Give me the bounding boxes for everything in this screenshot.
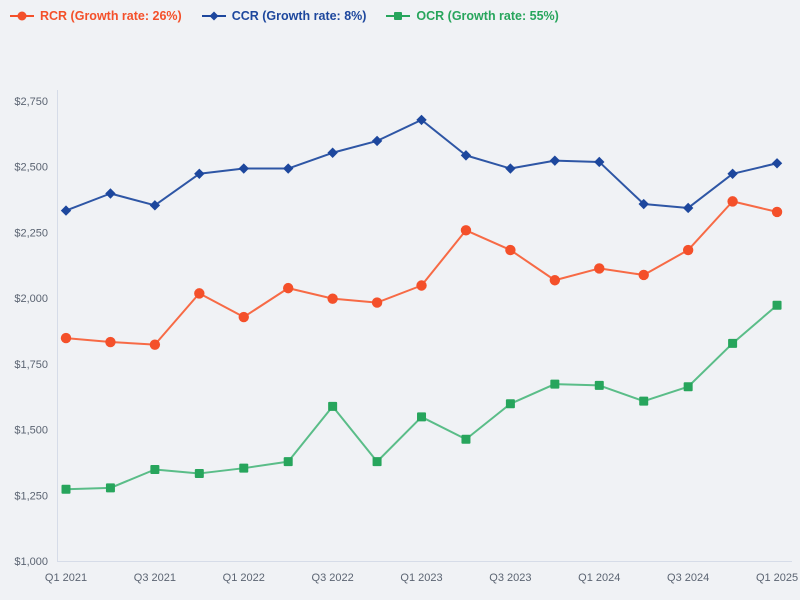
series-point-ccr[interactable]: [727, 168, 738, 179]
y-tick-label: $1,750: [14, 359, 48, 371]
series-line-ccr: [65, 118, 779, 212]
chart-legend: RCR (Growth rate: 26%) CCR (Growth rate:…: [10, 9, 559, 23]
series-point-ocr[interactable]: [372, 457, 382, 467]
x-tick-label: Q1 2024: [578, 572, 620, 584]
series-point-rcr[interactable]: [771, 206, 783, 218]
series-point-ccr[interactable]: [327, 147, 338, 158]
series-point-ccr[interactable]: [283, 163, 294, 174]
y-tick-label: $1,000: [14, 556, 48, 568]
series-point-ocr[interactable]: [283, 457, 293, 467]
legend-label-ocr: OCR (Growth rate: 55%): [416, 9, 559, 23]
series-line-rcr: [65, 200, 779, 346]
legend-item-rcr[interactable]: RCR (Growth rate: 26%): [10, 9, 182, 23]
series-point-ocr[interactable]: [683, 382, 693, 392]
series-point-ocr[interactable]: [461, 434, 471, 444]
series-point-rcr[interactable]: [371, 297, 383, 308]
square-marker-icon: [386, 12, 411, 20]
series-point-ccr[interactable]: [371, 135, 383, 147]
series-point-rcr[interactable]: [149, 339, 161, 350]
diamond-marker-icon: [201, 11, 226, 21]
series-point-rcr[interactable]: [194, 288, 205, 299]
series-point-ccr[interactable]: [594, 156, 605, 168]
x-tick-label: Q3 2024: [667, 572, 709, 584]
series-point-rcr[interactable]: [60, 332, 72, 344]
x-tick-label: Q3 2021: [134, 572, 176, 584]
series-point-ocr[interactable]: [105, 483, 115, 493]
series-point-ccr[interactable]: [238, 163, 249, 174]
series-point-rcr[interactable]: [594, 263, 605, 274]
x-tick-label: Q1 2021: [45, 572, 87, 584]
series-point-ccr[interactable]: [149, 200, 161, 211]
y-tick-label: $2,250: [14, 227, 48, 239]
series-point-rcr[interactable]: [283, 282, 294, 294]
series-point-rcr[interactable]: [682, 244, 694, 256]
series-point-ocr[interactable]: [594, 380, 604, 390]
series-point-ccr[interactable]: [416, 114, 427, 126]
series-point-rcr[interactable]: [505, 244, 516, 256]
series-point-ocr[interactable]: [639, 396, 649, 406]
x-tick-label: Q1 2022: [223, 572, 265, 584]
series-point-rcr[interactable]: [105, 336, 116, 348]
series-point-rcr[interactable]: [638, 269, 649, 281]
series-point-ccr[interactable]: [105, 188, 116, 199]
series-point-ccr[interactable]: [682, 202, 694, 214]
legend-label-rcr: RCR (Growth rate: 26%): [40, 9, 182, 23]
x-tick-label: Q1 2023: [400, 572, 442, 584]
series-point-ocr[interactable]: [550, 379, 560, 389]
series-point-ccr[interactable]: [638, 198, 649, 210]
series-point-ccr[interactable]: [505, 163, 516, 174]
series-point-ocr[interactable]: [772, 300, 782, 310]
series-point-ccr[interactable]: [60, 205, 72, 216]
y-tick-label: $2,750: [14, 96, 48, 108]
series-point-ccr[interactable]: [549, 155, 561, 166]
series-point-rcr[interactable]: [416, 280, 427, 291]
series-point-ccr[interactable]: [460, 150, 472, 161]
series-point-rcr[interactable]: [238, 311, 249, 323]
series-point-ccr[interactable]: [194, 168, 205, 179]
series-point-ocr[interactable]: [150, 465, 160, 474]
series-line-ocr: [65, 304, 779, 491]
y-tick-label: $1,500: [14, 425, 48, 437]
series-point-rcr[interactable]: [460, 225, 472, 236]
x-tick-label: Q3 2022: [312, 572, 354, 584]
x-tick-label: Q1 2025: [756, 572, 798, 584]
series-point-ocr[interactable]: [328, 401, 338, 411]
series-point-rcr[interactable]: [727, 196, 738, 207]
series-point-rcr[interactable]: [549, 275, 561, 286]
series-point-ocr[interactable]: [194, 468, 204, 478]
series-point-ocr[interactable]: [61, 484, 71, 494]
legend-label-ccr: CCR (Growth rate: 8%): [231, 9, 367, 23]
y-tick-label: $2,500: [14, 162, 48, 174]
y-tick-label: $1,250: [14, 490, 48, 502]
series-point-ccr[interactable]: [771, 158, 783, 169]
x-tick-label: Q3 2023: [489, 572, 531, 584]
series-point-rcr[interactable]: [327, 293, 338, 304]
legend-item-ocr[interactable]: OCR (Growth rate: 55%): [386, 9, 559, 23]
series-point-ocr[interactable]: [239, 463, 249, 473]
series-point-ocr[interactable]: [417, 412, 427, 422]
circle-marker-icon: [10, 11, 34, 21]
legend-item-ccr[interactable]: CCR (Growth rate: 8%): [201, 9, 367, 23]
y-tick-label: $2,000: [14, 293, 48, 305]
series-point-ocr[interactable]: [728, 338, 738, 348]
series-point-ocr[interactable]: [505, 399, 515, 409]
